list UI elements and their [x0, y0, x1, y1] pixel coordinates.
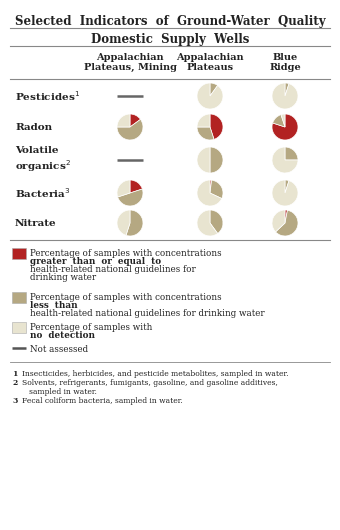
Wedge shape	[197, 83, 223, 109]
Text: health-related national guidelines for: health-related national guidelines for	[30, 265, 196, 274]
Text: Nitrate: Nitrate	[15, 218, 57, 227]
Wedge shape	[272, 114, 298, 140]
Wedge shape	[210, 114, 223, 139]
Wedge shape	[210, 83, 218, 96]
Wedge shape	[285, 147, 298, 160]
Text: 2: 2	[12, 379, 17, 387]
Text: 1: 1	[12, 370, 17, 378]
Text: Blue
Ridge: Blue Ridge	[269, 53, 301, 73]
Wedge shape	[197, 210, 218, 236]
Wedge shape	[273, 114, 285, 127]
Text: Percentage of samples with: Percentage of samples with	[30, 323, 152, 332]
Text: Not assessed: Not assessed	[30, 345, 88, 354]
Wedge shape	[285, 210, 287, 223]
Bar	[12, 322, 26, 333]
Wedge shape	[117, 114, 130, 127]
Wedge shape	[272, 83, 298, 109]
Text: Appalachian
Plateaus: Appalachian Plateaus	[176, 53, 244, 73]
Wedge shape	[210, 180, 223, 199]
Wedge shape	[210, 180, 211, 193]
Text: health-related national guidelines for drinking water: health-related national guidelines for d…	[30, 309, 265, 318]
Wedge shape	[197, 180, 222, 206]
Text: Radon: Radon	[15, 122, 52, 131]
Wedge shape	[210, 147, 223, 173]
Wedge shape	[118, 189, 143, 206]
Wedge shape	[272, 180, 298, 206]
Text: Percentage of samples with concentrations: Percentage of samples with concentration…	[30, 249, 222, 258]
Text: Fecal coliform bacteria, sampled in water.: Fecal coliform bacteria, sampled in wate…	[22, 397, 183, 405]
Wedge shape	[197, 127, 214, 140]
Wedge shape	[285, 180, 289, 193]
Wedge shape	[117, 119, 143, 140]
Text: Domestic  Supply  Wells: Domestic Supply Wells	[91, 33, 249, 46]
Text: Insecticides, herbicides, and pesticide metabolites, sampled in water.: Insecticides, herbicides, and pesticide …	[22, 370, 289, 378]
Wedge shape	[130, 180, 142, 193]
Text: Solvents, refrigerants, fumigants, gasoline, and gasoline additives,
   sampled : Solvents, refrigerants, fumigants, gasol…	[22, 379, 278, 396]
Text: Appalachian
Plateaus, Mining: Appalachian Plateaus, Mining	[84, 53, 176, 73]
Text: 3: 3	[12, 397, 17, 405]
Text: Pesticides$^1$: Pesticides$^1$	[15, 89, 80, 103]
Text: less  than: less than	[30, 301, 78, 310]
Wedge shape	[281, 114, 285, 127]
Text: no  detection: no detection	[30, 331, 95, 340]
Wedge shape	[130, 114, 140, 127]
Wedge shape	[117, 210, 130, 235]
Wedge shape	[272, 147, 298, 173]
Wedge shape	[197, 147, 210, 173]
Wedge shape	[117, 180, 130, 197]
Wedge shape	[285, 83, 289, 96]
Text: Selected  Indicators  of  Ground-Water  Quality: Selected Indicators of Ground-Water Qual…	[15, 15, 325, 28]
Bar	[12, 248, 26, 259]
Text: Volatile
organics$^2$: Volatile organics$^2$	[15, 146, 71, 174]
Wedge shape	[275, 210, 298, 236]
Text: Percentage of samples with concentrations: Percentage of samples with concentration…	[30, 293, 222, 302]
Wedge shape	[197, 114, 210, 127]
Bar	[12, 292, 26, 303]
Text: drinking water: drinking water	[30, 273, 96, 282]
Text: greater  than  or  equal  to: greater than or equal to	[30, 257, 161, 266]
Text: Bacteria$^3$: Bacteria$^3$	[15, 186, 70, 200]
Wedge shape	[126, 210, 143, 236]
Wedge shape	[210, 210, 223, 234]
Wedge shape	[272, 210, 285, 232]
